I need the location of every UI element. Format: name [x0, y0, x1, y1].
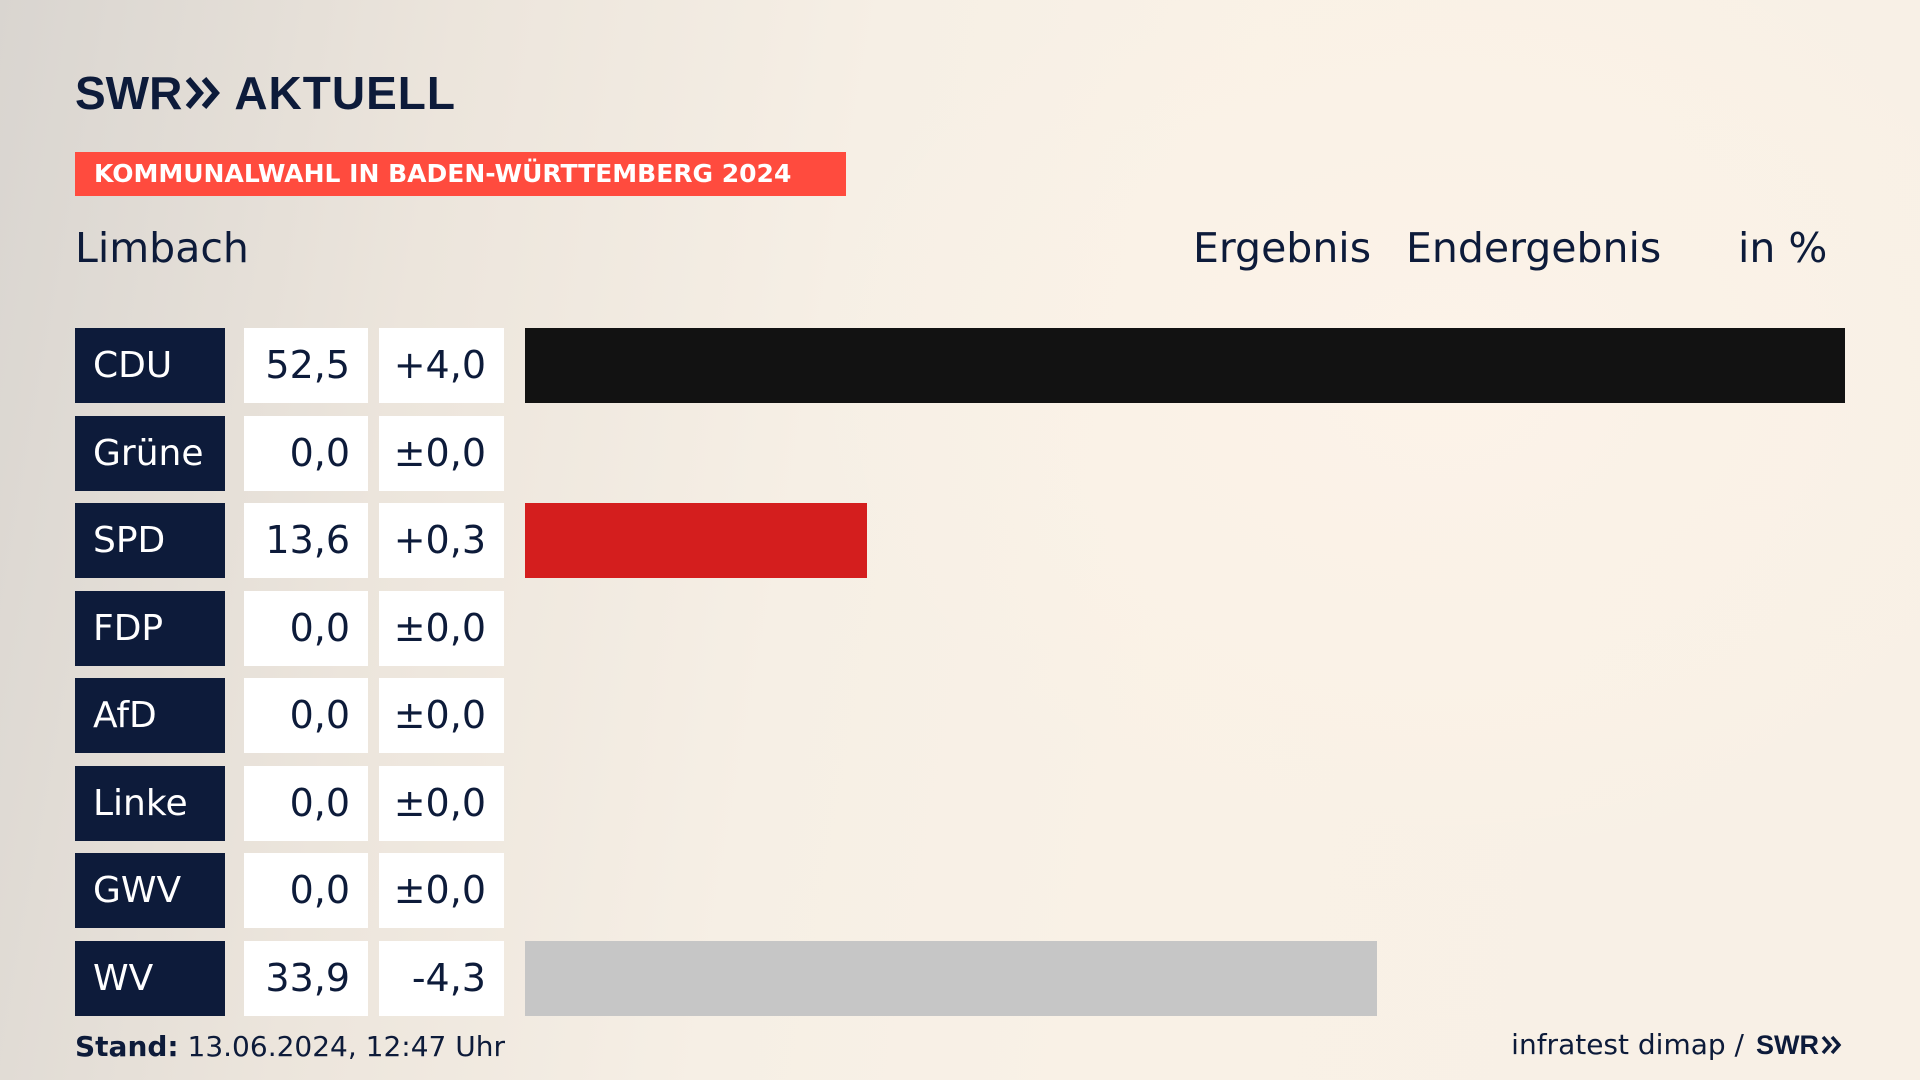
party-label: AfD [75, 678, 225, 753]
swr-aktuell-logo: SWR AKTUELL [75, 66, 456, 120]
party-label: CDU [75, 328, 225, 403]
result-column-header: Ergebnis [1193, 224, 1372, 272]
source-swr-logo: SWR [1756, 1028, 1843, 1062]
party-row: WV 33,9 -4,3 [75, 940, 1845, 1016]
vote-share-value: 0,0 [244, 678, 368, 753]
vote-share-bar [525, 328, 1845, 403]
party-label: FDP [75, 590, 225, 666]
party-label: WV [75, 940, 225, 1016]
vote-share-value: 0,0 [244, 765, 368, 841]
vote-change-value: ±0,0 [379, 415, 504, 491]
vote-share-value: 33,9 [244, 940, 368, 1016]
stand-label: Stand: [75, 1030, 179, 1063]
vote-change-value: ±0,0 [379, 590, 504, 666]
vote-change-value: -4,3 [379, 940, 504, 1016]
vote-share-value: 52,5 [244, 328, 368, 403]
logo-aktuell-text: AKTUELL [234, 67, 456, 119]
logo-swr-text: SWR [75, 67, 183, 119]
election-banner: KOMMUNALWAHL IN BADEN-WÜRTTEMBERG 2024 [75, 152, 846, 196]
source-swr-text: SWR [1756, 1030, 1819, 1060]
source-text: infratest dimap / [1511, 1028, 1744, 1061]
party-row: GWV 0,0 ±0,0 [75, 853, 1845, 928]
party-row: Grüne 0,0 ±0,0 [75, 415, 1845, 491]
result-status-label: Endergebnis [1406, 224, 1662, 272]
vote-share-value: 0,0 [244, 853, 368, 928]
party-label: GWV [75, 853, 225, 928]
party-row: AfD 0,0 ±0,0 [75, 678, 1845, 753]
party-label: Grüne [75, 415, 225, 491]
unit-label: in % [1738, 224, 1828, 272]
vote-share-value: 13,6 [244, 503, 368, 578]
vote-share-bar [525, 503, 867, 578]
vote-share-value: 0,0 [244, 415, 368, 491]
party-row: CDU 52,5 +4,0 [75, 328, 1845, 403]
vote-change-value: +0,3 [379, 503, 504, 578]
vote-share-bar [525, 940, 1377, 1016]
vote-change-value: ±0,0 [379, 853, 504, 928]
party-row: SPD 13,6 +0,3 [75, 503, 1845, 578]
vote-share-value: 0,0 [244, 590, 368, 666]
vote-change-value: ±0,0 [379, 765, 504, 841]
stand-value: 13.06.2024, 12:47 Uhr [187, 1030, 505, 1063]
vote-change-value: +4,0 [379, 328, 504, 403]
party-row: Linke 0,0 ±0,0 [75, 765, 1845, 841]
double-chevron-icon-small [1821, 1035, 1842, 1055]
double-chevron-icon [186, 77, 221, 109]
party-row: FDP 0,0 ±0,0 [75, 590, 1845, 666]
party-label: Linke [75, 765, 225, 841]
source-credit: infratest dimap / SWR [1511, 1028, 1843, 1062]
party-label: SPD [75, 503, 225, 578]
region-title: Limbach [75, 224, 249, 272]
timestamp: Stand: 13.06.2024, 12:47 Uhr [75, 1030, 505, 1064]
vote-change-value: ±0,0 [379, 678, 504, 753]
